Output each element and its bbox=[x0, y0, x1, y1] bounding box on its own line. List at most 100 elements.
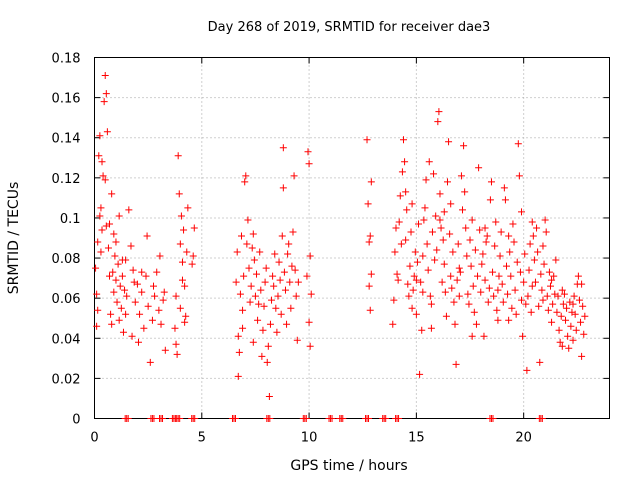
data-point bbox=[413, 258, 421, 266]
data-point bbox=[535, 302, 543, 310]
data-point bbox=[123, 292, 131, 300]
data-point bbox=[104, 244, 112, 252]
data-point bbox=[108, 190, 116, 198]
data-point bbox=[580, 330, 588, 338]
data-point bbox=[527, 308, 535, 316]
data-point bbox=[140, 324, 148, 332]
data-point bbox=[470, 308, 478, 316]
data-point bbox=[122, 310, 130, 318]
data-point bbox=[254, 316, 262, 324]
zero-data-point bbox=[302, 415, 310, 422]
data-point bbox=[420, 216, 428, 224]
data-point bbox=[529, 232, 537, 240]
data-point bbox=[93, 290, 101, 298]
data-point bbox=[270, 282, 278, 290]
data-point bbox=[578, 352, 586, 360]
data-point bbox=[486, 196, 494, 204]
data-point bbox=[489, 268, 497, 276]
data-point bbox=[478, 260, 486, 268]
data-point bbox=[483, 232, 491, 240]
data-point bbox=[440, 260, 448, 268]
data-point bbox=[482, 238, 490, 246]
data-point bbox=[492, 218, 500, 226]
data-point bbox=[427, 300, 435, 308]
data-point bbox=[552, 256, 560, 264]
data-point bbox=[476, 226, 484, 234]
data-point bbox=[447, 272, 455, 280]
data-point bbox=[569, 336, 577, 344]
data-point bbox=[485, 284, 493, 292]
data-point bbox=[436, 216, 444, 224]
data-point bbox=[402, 236, 410, 244]
data-point bbox=[453, 276, 461, 284]
data-point bbox=[562, 316, 570, 324]
data-point bbox=[119, 328, 127, 336]
y-tick-label: 0.12 bbox=[52, 172, 81, 187]
data-point bbox=[559, 300, 567, 308]
data-point bbox=[577, 318, 585, 326]
data-point bbox=[160, 288, 168, 296]
data-point bbox=[131, 298, 139, 306]
data-point bbox=[456, 268, 464, 276]
data-point bbox=[408, 304, 416, 312]
data-point bbox=[275, 258, 283, 266]
data-point bbox=[285, 240, 293, 248]
data-point bbox=[236, 290, 244, 298]
data-point bbox=[540, 260, 548, 268]
plot-frame bbox=[94, 57, 610, 419]
data-point bbox=[521, 250, 529, 258]
data-point bbox=[525, 266, 533, 274]
data-point bbox=[560, 290, 568, 298]
data-point bbox=[232, 278, 240, 286]
data-point bbox=[549, 300, 557, 308]
data-point bbox=[365, 282, 373, 290]
data-point bbox=[268, 296, 276, 304]
data-point bbox=[490, 292, 498, 300]
data-point bbox=[143, 232, 151, 240]
data-point bbox=[555, 326, 563, 334]
data-point bbox=[260, 302, 268, 310]
y-tick-label: 0.06 bbox=[52, 292, 81, 307]
data-point bbox=[510, 238, 518, 246]
data-point bbox=[130, 278, 138, 286]
data-point bbox=[97, 248, 105, 256]
data-point bbox=[115, 316, 123, 324]
data-point bbox=[305, 318, 313, 326]
data-point bbox=[190, 224, 198, 232]
data-point bbox=[410, 272, 418, 280]
data-point bbox=[550, 272, 558, 280]
data-point bbox=[278, 232, 286, 240]
data-point bbox=[570, 292, 578, 300]
data-point bbox=[439, 236, 447, 244]
data-point bbox=[407, 228, 415, 236]
data-point bbox=[279, 144, 287, 152]
x-tick-label: 10 bbox=[301, 431, 318, 446]
data-point bbox=[515, 172, 523, 180]
data-point bbox=[242, 172, 250, 180]
data-point bbox=[390, 296, 398, 304]
data-point bbox=[144, 302, 152, 310]
y-tick-label: 0.1 bbox=[60, 212, 81, 227]
data-point bbox=[536, 358, 544, 366]
data-point bbox=[117, 304, 125, 312]
data-point bbox=[97, 204, 105, 212]
data-point bbox=[548, 276, 556, 284]
data-point bbox=[280, 268, 288, 276]
data-point bbox=[558, 342, 566, 350]
data-point bbox=[366, 306, 374, 314]
data-point bbox=[175, 190, 183, 198]
data-point bbox=[499, 298, 507, 306]
data-point bbox=[422, 176, 430, 184]
data-point bbox=[431, 256, 439, 264]
data-point bbox=[98, 226, 106, 234]
data-point bbox=[428, 228, 436, 236]
data-point bbox=[183, 248, 191, 256]
data-point bbox=[364, 200, 372, 208]
y-axis-label: SRMTID / TECUs bbox=[6, 182, 22, 295]
data-point bbox=[455, 292, 463, 300]
data-point bbox=[290, 172, 298, 180]
data-point bbox=[274, 292, 282, 300]
data-point bbox=[259, 326, 267, 334]
data-point bbox=[497, 228, 505, 236]
